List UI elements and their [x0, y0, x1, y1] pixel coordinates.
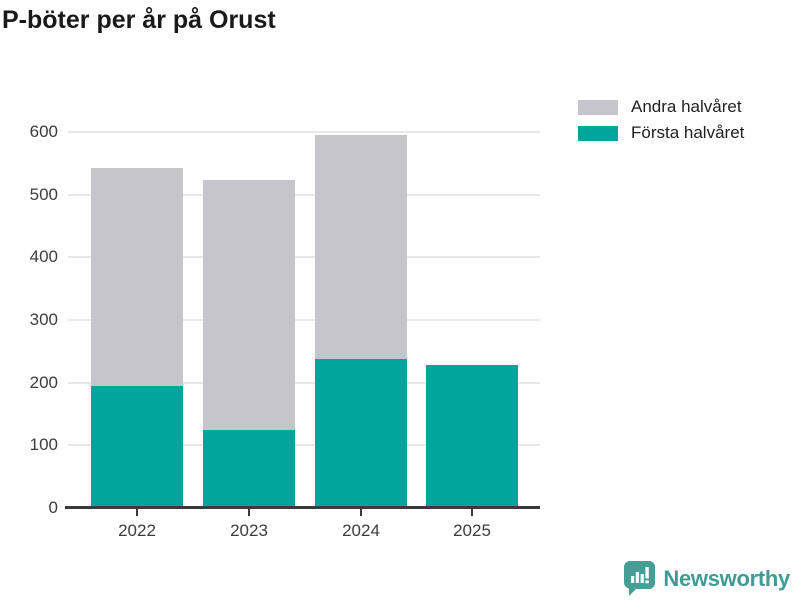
x-tick-label-2025: 2025	[453, 521, 491, 540]
gridline-y-600	[68, 131, 540, 133]
legend-item-forsta-halvaret: Första halvåret	[578, 120, 744, 146]
bar-2024-forsta-halvaret	[315, 359, 407, 508]
legend-item-andra-halvaret: Andra halvåret	[578, 94, 744, 120]
gridline-y-300	[68, 319, 540, 321]
bar-2023-forsta-halvaret	[203, 430, 295, 508]
y-tick-label-200: 200	[29, 372, 58, 392]
branding-wordmark: Newsworthy	[663, 565, 790, 591]
y-tick-label-300: 300	[29, 310, 58, 329]
y-tick-label-400: 400	[29, 247, 58, 267]
y-tick-label-500: 500	[29, 184, 58, 204]
speech-bubble-bar-chart-icon	[624, 561, 656, 596]
y-tick-label-100: 100	[29, 435, 58, 455]
plot-area	[68, 131, 540, 508]
chart-title: P-böter per år på Orust	[2, 6, 276, 34]
legend-label: Första halvåret	[631, 123, 745, 142]
x-axis-line	[65, 506, 540, 509]
bar-2023-andra-halvaret	[203, 179, 295, 431]
x-tick-label-2022: 2022	[118, 521, 156, 540]
bar-2022-forsta-halvaret	[91, 385, 183, 508]
y-tick-label-0: 0	[48, 498, 58, 517]
y-tick-label-600: 600	[29, 122, 58, 141]
x-tick-2022	[136, 509, 138, 516]
x-tick-label-2023: 2023	[230, 521, 268, 540]
bar-2022-andra-halvaret	[91, 167, 183, 386]
legend: Andra halvåret Första halvåret	[578, 94, 744, 146]
x-tick-2024	[360, 509, 362, 516]
gridline-y-400	[68, 256, 540, 259]
bar-2025-forsta-halvaret	[426, 364, 518, 508]
legend-swatch	[578, 99, 618, 115]
x-tick-2025	[471, 509, 473, 516]
bar-2024-andra-halvaret	[315, 135, 407, 360]
x-tick-label-2024: 2024	[342, 521, 380, 540]
branding-link[interactable]: Newsworthy	[624, 561, 790, 596]
gridline-y-100	[68, 444, 540, 447]
legend-swatch	[578, 125, 618, 141]
gridline-y-500	[68, 193, 540, 196]
legend-label: Andra halvåret	[631, 97, 742, 116]
x-tick-2023	[248, 509, 250, 516]
gridline-y-200	[68, 381, 540, 384]
